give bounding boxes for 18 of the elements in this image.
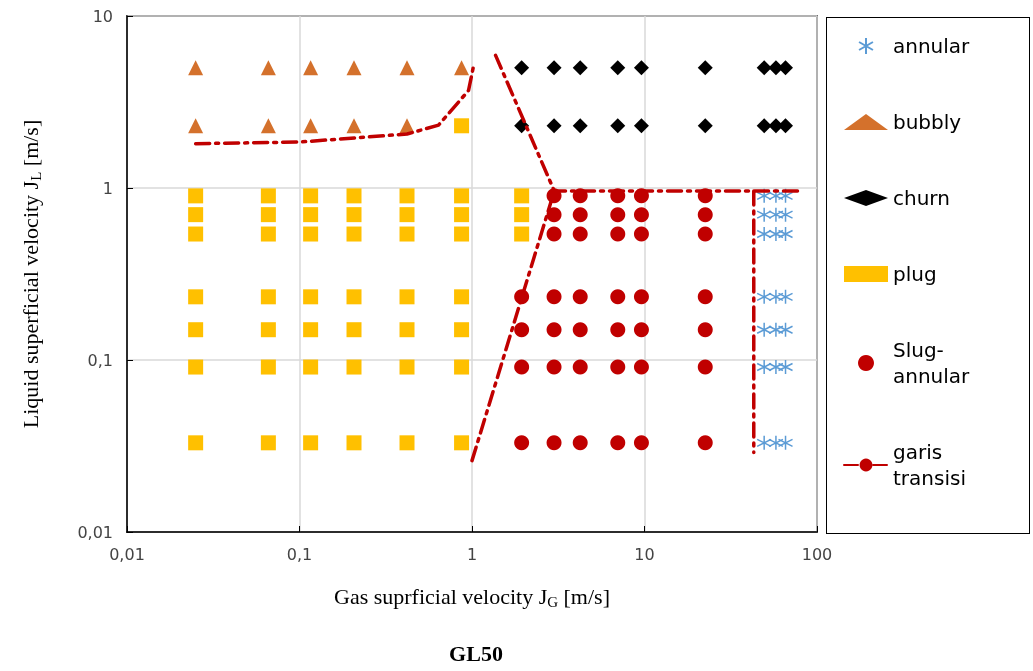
- legend-label: annular: [893, 34, 971, 58]
- legend-label: plug: [893, 262, 937, 286]
- legend-label: garis transisi: [893, 440, 966, 490]
- y-tick-label: 0,1: [87, 350, 113, 370]
- x-tick-label: 10: [634, 544, 655, 564]
- x-axis-title: Gas suprficial velocity JG [m/s]: [334, 584, 610, 610]
- legend-label: churn: [893, 186, 950, 210]
- x-tick-label: 0,1: [286, 544, 313, 564]
- x-tick-label: 1: [466, 544, 478, 564]
- y-tick-label: 10: [92, 6, 113, 26]
- x-tick-label: 0,01: [109, 544, 145, 564]
- text: GL50: [449, 640, 503, 666]
- y-axis-title: Liquid superficial velocity JL [m/s]: [18, 119, 44, 429]
- x-tick-label: 100: [801, 544, 833, 564]
- y-tick-label: 1: [102, 178, 113, 198]
- legend-label: bubbly: [893, 110, 962, 134]
- legend-label: Slug-annular: [893, 338, 971, 388]
- y-tick-label: 0,01: [77, 522, 113, 542]
